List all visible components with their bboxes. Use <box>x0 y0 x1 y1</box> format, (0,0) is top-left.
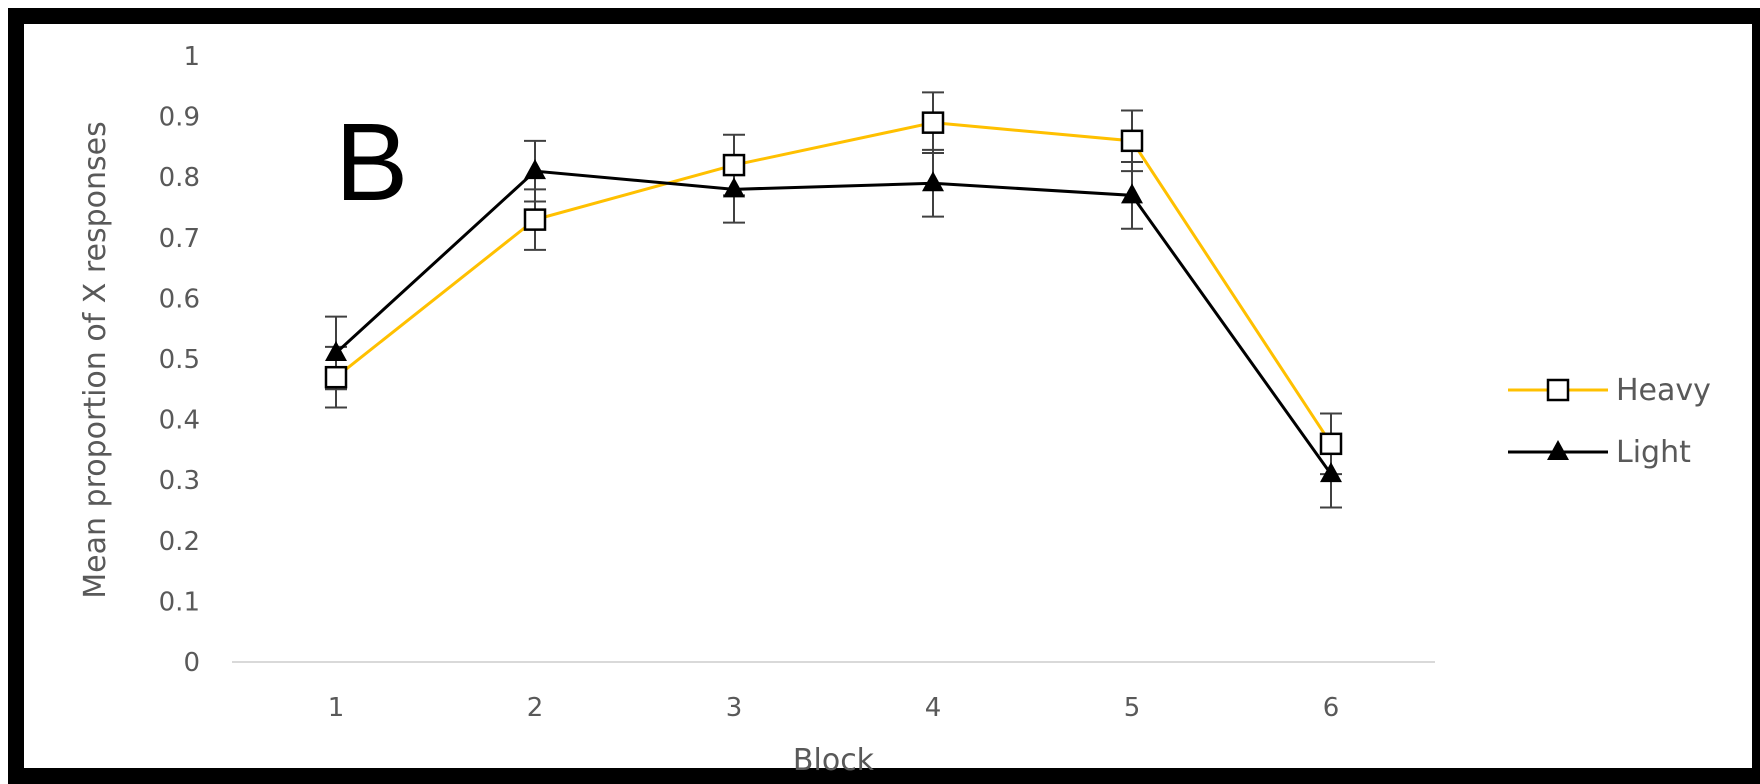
y-tick-label: 1 <box>183 42 200 72</box>
y-tick-label: 0.3 <box>159 466 200 496</box>
legend-label: Light <box>1616 435 1691 470</box>
y-tick-label: 0.7 <box>159 224 200 254</box>
legend-marker-square <box>1548 380 1568 400</box>
y-tick-label: 0 <box>183 648 200 678</box>
panel-label: B <box>335 101 408 224</box>
data-point-light <box>1121 183 1143 203</box>
data-point-heavy <box>923 113 943 133</box>
series-layer <box>325 92 1342 507</box>
legend-label: Heavy <box>1616 373 1711 408</box>
series-line-heavy <box>336 123 1331 444</box>
data-point-heavy <box>724 155 744 175</box>
x-axis-ticks: 1 2 3 4 5 6 <box>328 693 1340 723</box>
error-bars-heavy <box>325 92 1342 474</box>
series-light <box>325 159 1342 482</box>
y-axis-ticks: 0 0.1 0.2 0.3 0.4 0.5 0.6 0.7 0.8 0.9 1 <box>159 42 200 678</box>
data-point-heavy <box>1122 131 1142 151</box>
error-bars-light <box>325 141 1342 508</box>
y-tick-label: 0.6 <box>159 284 200 314</box>
y-axis-title: Mean proportion of X responses <box>78 121 113 599</box>
data-point-heavy <box>326 367 346 387</box>
data-point-light <box>922 171 944 191</box>
y-tick-label: 0.9 <box>159 103 200 133</box>
x-tick-label: 3 <box>726 693 743 723</box>
x-tick-label: 6 <box>1323 693 1340 723</box>
y-tick-label: 0.4 <box>159 406 200 436</box>
y-tick-label: 0.1 <box>159 587 200 617</box>
y-tick-label: 0.8 <box>159 163 200 193</box>
y-tick-label: 0.5 <box>159 345 200 375</box>
y-tick-label: 0.2 <box>159 527 200 557</box>
series-heavy <box>326 113 1341 454</box>
x-tick-label: 4 <box>925 693 942 723</box>
x-tick-label: 5 <box>1124 693 1141 723</box>
x-tick-label: 1 <box>328 693 345 723</box>
x-axis-title: Block <box>793 743 875 776</box>
x-tick-label: 2 <box>527 693 544 723</box>
legend: Heavy Light <box>1508 373 1711 470</box>
data-point-heavy <box>525 210 545 230</box>
legend-item-heavy: Heavy <box>1508 373 1711 408</box>
legend-item-light: Light <box>1508 435 1691 470</box>
data-point-light <box>524 159 546 179</box>
legend-marker-triangle <box>1547 440 1569 460</box>
data-point-heavy <box>1321 434 1341 454</box>
